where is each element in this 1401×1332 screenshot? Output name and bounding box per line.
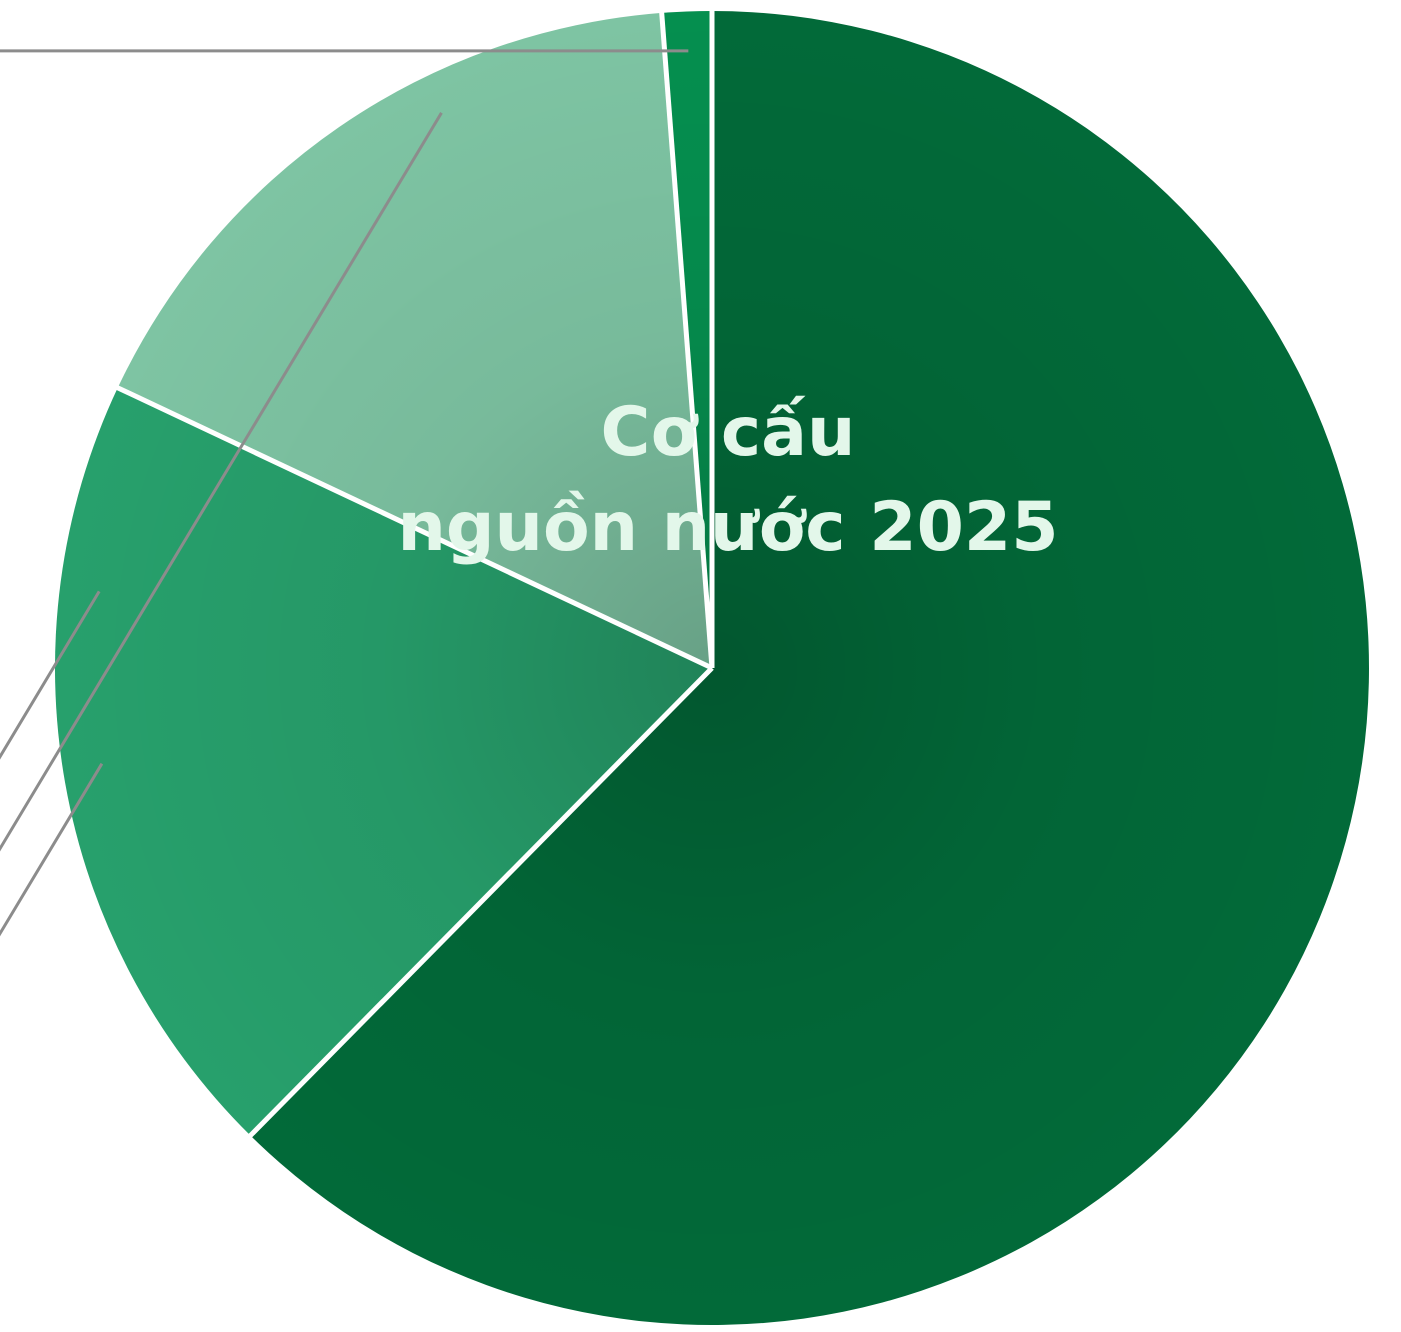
slice-separators — [114, 9, 715, 1139]
chart-title-line-1: Cơ cấu — [601, 393, 856, 472]
chart-title-line-2: nguồn nước 2025 — [397, 488, 1058, 567]
slice-separator-3 — [659, 10, 715, 669]
slice-separator-2 — [114, 384, 714, 671]
leader-lines — [0, 49, 689, 1318]
slice-separator-1 — [247, 666, 714, 1139]
leader-line-2 — [0, 112, 443, 917]
leader-line-3 — [0, 762, 104, 1121]
